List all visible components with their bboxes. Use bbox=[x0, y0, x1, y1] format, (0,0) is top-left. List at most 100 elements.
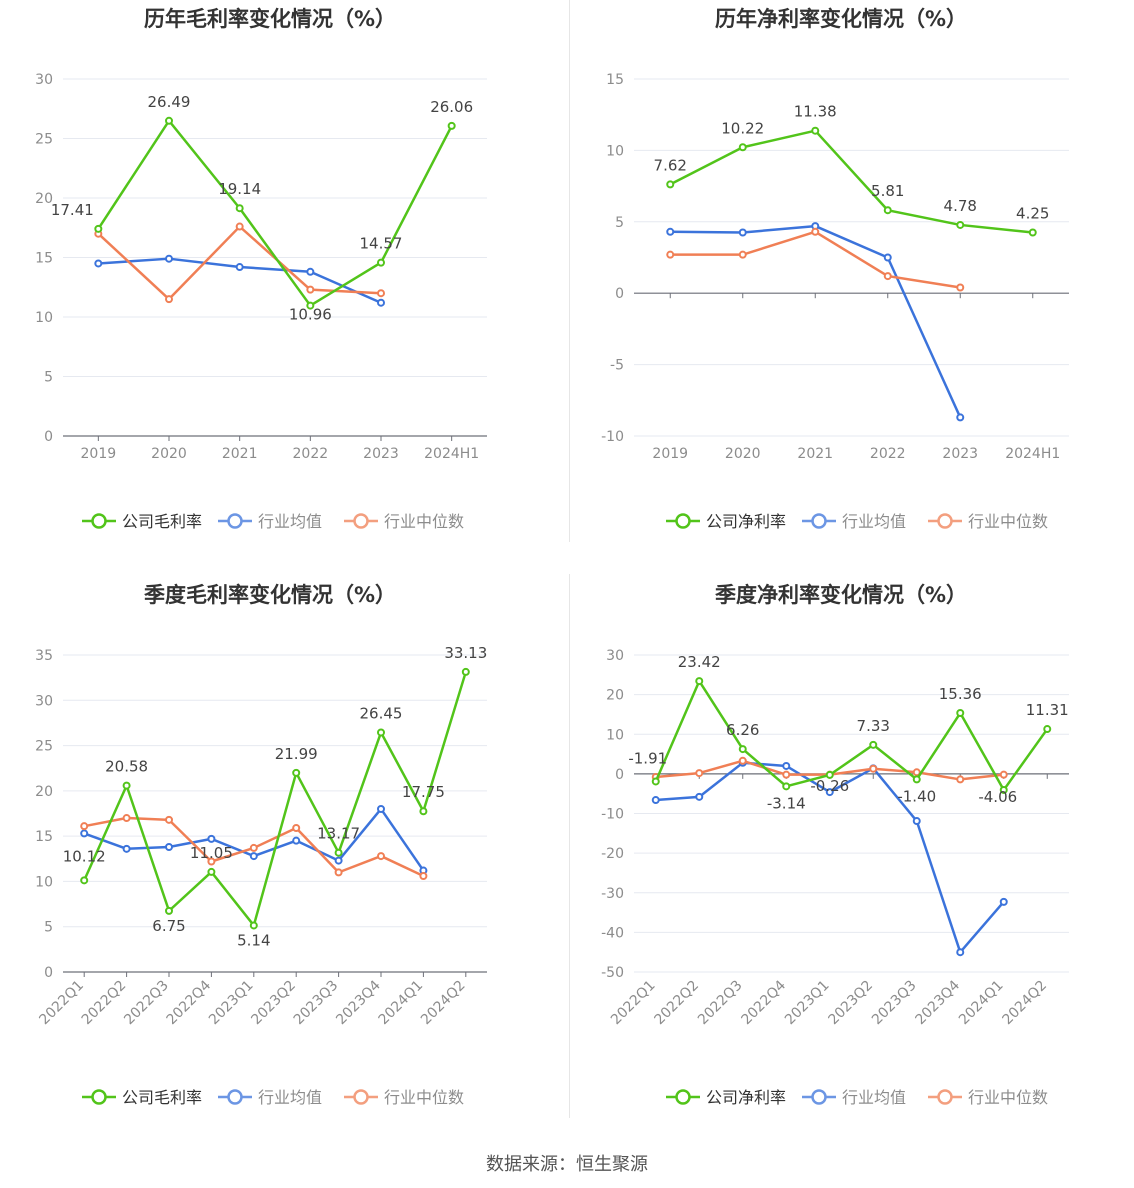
data-point bbox=[292, 823, 301, 832]
data-point bbox=[782, 761, 791, 770]
data-point bbox=[666, 180, 675, 189]
y-tick-label: 20 bbox=[606, 688, 624, 704]
data-point bbox=[80, 876, 89, 885]
data-point bbox=[165, 815, 173, 824]
data-point bbox=[165, 906, 173, 915]
legend-marker bbox=[91, 1089, 107, 1105]
data-label: 23.42 bbox=[678, 653, 721, 671]
data-point bbox=[999, 770, 1008, 779]
y-tick-label: -5 bbox=[610, 358, 624, 374]
data-point bbox=[165, 843, 173, 852]
y-tick-label: 0 bbox=[615, 767, 624, 783]
legend-label: 行业均值 bbox=[258, 512, 322, 531]
data-point bbox=[165, 254, 173, 263]
x-tick-label: 2022Q3 bbox=[121, 978, 172, 1029]
legend-marker bbox=[675, 513, 691, 529]
data-label: 10.96 bbox=[289, 306, 332, 324]
legend-label: 公司净利率 bbox=[706, 512, 786, 531]
data-point bbox=[334, 856, 343, 865]
x-tick-label: 2019 bbox=[81, 446, 117, 462]
data-label: 11.38 bbox=[794, 103, 837, 121]
legend-marker bbox=[675, 1089, 691, 1105]
chart-svg: 季度净利率变化情况（%） 30 20 10 0 -10 -20 -30 -40 -502022Q1… bbox=[601, 583, 1069, 1107]
data-point bbox=[883, 272, 892, 281]
x-tick-label: 2023 bbox=[363, 446, 399, 462]
data-point bbox=[912, 775, 921, 784]
legend-item: 公司净利率 bbox=[666, 512, 786, 531]
data-point bbox=[292, 768, 301, 777]
data-point bbox=[666, 250, 675, 259]
data-label: 13.17 bbox=[317, 825, 360, 843]
data-point bbox=[869, 740, 878, 749]
data-point bbox=[249, 843, 258, 852]
data-point bbox=[956, 413, 965, 422]
y-tick-label: 25 bbox=[35, 132, 53, 148]
x-tick-label: 2023Q3 bbox=[869, 978, 920, 1029]
y-tick-label: 5 bbox=[615, 215, 624, 231]
data-point bbox=[80, 829, 89, 838]
x-tick-label: 2023Q2 bbox=[825, 978, 876, 1029]
data-label: 26.06 bbox=[430, 98, 473, 116]
y-tick-label: 10 bbox=[35, 310, 53, 326]
data-label: 5.14 bbox=[237, 931, 270, 949]
y-tick-label: -20 bbox=[601, 846, 624, 862]
data-point bbox=[461, 667, 470, 676]
legend-marker bbox=[937, 513, 953, 529]
legend-item: 公司毛利率 bbox=[82, 1088, 202, 1107]
legend: 公司净利率 行业均值 行业中位数 bbox=[666, 512, 1048, 531]
data-label: -1.91 bbox=[628, 749, 667, 767]
legend-label: 行业均值 bbox=[258, 1088, 322, 1107]
y-tick-label: 30 bbox=[606, 648, 624, 664]
data-point bbox=[207, 834, 216, 843]
x-tick-label: 2022Q2 bbox=[79, 978, 130, 1029]
chart-quarterly-gross-margin: 季度毛利率变化情况（%） 35 30 25 20 15 10 5 0 2022Q1 2022Q2 20… bbox=[0, 576, 567, 1146]
data-point bbox=[80, 822, 89, 831]
x-tick-label: 2022 bbox=[293, 446, 329, 462]
legend-item: 公司毛利率 bbox=[82, 512, 202, 531]
data-point bbox=[825, 770, 834, 779]
data-point bbox=[377, 289, 385, 298]
legend-marker bbox=[353, 1089, 369, 1105]
data-label: 4.78 bbox=[944, 197, 977, 215]
legend-label: 行业中位数 bbox=[968, 1088, 1048, 1107]
legend-label: 行业中位数 bbox=[384, 512, 464, 531]
legend-label: 公司净利率 bbox=[706, 1088, 786, 1107]
x-tick-label: 2021 bbox=[222, 446, 258, 462]
y-tick-label: 5 bbox=[44, 370, 53, 386]
data-point bbox=[738, 745, 747, 754]
chart-svg: 历年净利率变化情况（%） 15 10 5 0 -5 -10 2019 2020 2021 2022 2… bbox=[601, 7, 1069, 531]
x-tick-label: 2024Q1 bbox=[956, 978, 1007, 1029]
data-point bbox=[695, 677, 704, 686]
data-point bbox=[207, 867, 216, 876]
data-label: -4.06 bbox=[978, 788, 1017, 806]
data-point bbox=[651, 777, 660, 786]
data-label: 7.62 bbox=[654, 156, 687, 174]
data-label: 20.58 bbox=[105, 758, 148, 776]
data-point bbox=[122, 781, 131, 790]
data-point bbox=[94, 259, 103, 268]
x-tick-label: 2023Q1 bbox=[782, 978, 833, 1029]
data-point bbox=[956, 220, 965, 229]
y-tick-label: 25 bbox=[35, 739, 53, 755]
y-tick-label: -30 bbox=[601, 886, 624, 902]
y-tick-label: 5 bbox=[44, 920, 53, 936]
legend-marker bbox=[937, 1089, 953, 1105]
data-label: 6.26 bbox=[726, 721, 759, 739]
data-point bbox=[122, 814, 131, 823]
data-point bbox=[999, 785, 1008, 794]
x-tick-label: 2020 bbox=[151, 446, 187, 462]
x-tick-label: 2024H1 bbox=[1005, 446, 1060, 462]
legend: 公司毛利率 行业均值 行业中位数 bbox=[82, 1088, 464, 1107]
data-point bbox=[447, 121, 456, 130]
x-tick-label: 2023 bbox=[942, 446, 978, 462]
data-label: 6.75 bbox=[152, 917, 185, 935]
divider-top bbox=[569, 0, 570, 542]
legend-item: 行业均值 bbox=[802, 512, 906, 531]
data-point bbox=[825, 788, 834, 797]
data-point bbox=[883, 206, 892, 215]
chart-quarterly-net-margin: 季度净利率变化情况（%） 30 20 10 0 -10 -20 -30 -40 -50 2022Q1… bbox=[571, 576, 1134, 1146]
data-point bbox=[956, 948, 965, 957]
y-tick-label: 35 bbox=[35, 648, 53, 664]
data-label: 33.13 bbox=[444, 644, 487, 662]
x-tick-label: 2021 bbox=[797, 446, 833, 462]
